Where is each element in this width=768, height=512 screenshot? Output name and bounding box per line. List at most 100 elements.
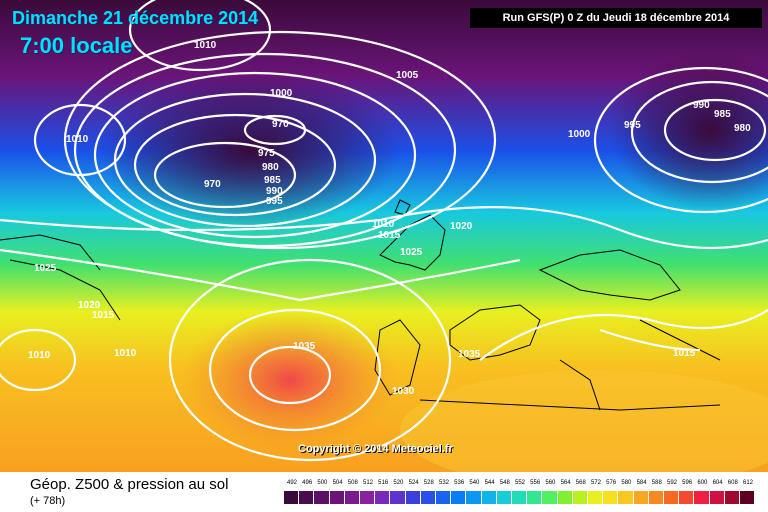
- scale-value: 596: [682, 480, 693, 486]
- scale-value: 612: [742, 480, 753, 486]
- product-title: Géop. Z500 & pression au sol: [30, 476, 229, 493]
- isobar-label: 1025: [34, 263, 57, 274]
- scale-value: 600: [697, 480, 708, 486]
- scale-value: 580: [621, 480, 632, 486]
- low-pressure-atlantic: [100, 70, 400, 230]
- scale-swatch: [466, 491, 482, 504]
- scale-value: 504: [332, 480, 343, 486]
- valid-date: Dimanche 21 décembre 2014: [12, 8, 259, 28]
- scale-swatch: [314, 491, 330, 504]
- isobar-labels: 1010 1005 1000 970 975 980 985 990 995 9…: [28, 40, 751, 397]
- scale-value: 564: [560, 480, 571, 486]
- pressure-map: 1010 1005 1000 970 975 980 985 990 995 9…: [0, 0, 768, 472]
- scale-swatch: [648, 491, 664, 504]
- isobar-label: 1005: [396, 70, 419, 81]
- scale-swatch: [512, 491, 528, 504]
- scale-swatch: [557, 491, 573, 504]
- scale-value: 608: [727, 480, 738, 486]
- isobar-label: 1000: [568, 129, 591, 140]
- scale-swatch: [603, 491, 619, 504]
- isobar-label: 1015: [378, 230, 401, 241]
- scale-value: 552: [514, 480, 525, 486]
- scale-swatch: [679, 491, 695, 504]
- scale-swatch: [664, 491, 680, 504]
- scale-swatch: [527, 491, 543, 504]
- scale-value: 528: [423, 480, 434, 486]
- scale-swatch: [496, 491, 512, 504]
- scale-value: 500: [317, 480, 328, 486]
- isobar-label: 970: [204, 179, 221, 190]
- isobar-label: 1020: [450, 221, 473, 232]
- warm-zone-south: [400, 370, 768, 472]
- scale-swatch: [451, 491, 467, 504]
- scale-swatch: [420, 491, 436, 504]
- isobar-label: 990: [266, 186, 283, 197]
- scale-value: 516: [378, 480, 389, 486]
- isobar-label: 1010: [66, 134, 89, 145]
- scale-value: 592: [666, 480, 677, 486]
- scale-value: 556: [530, 480, 541, 486]
- scale-value: 536: [454, 480, 465, 486]
- scale-value: 548: [499, 480, 510, 486]
- isobar-label: 1010: [28, 350, 51, 361]
- scale-swatch: [481, 491, 497, 504]
- high-pressure-azores: [180, 310, 400, 450]
- isobar-label: 1010: [194, 40, 217, 51]
- scale-value: 492: [286, 480, 297, 486]
- scale-value: 560: [545, 480, 556, 486]
- scale-swatch: [709, 491, 725, 504]
- color-scale-labels: 492 496 500 504 508 512 516 520 524 528 532 536 540 5…: [284, 480, 756, 490]
- isobar-label: 1030: [392, 386, 415, 397]
- scale-swatch: [360, 491, 376, 504]
- color-scale-bar: [284, 491, 756, 504]
- isobar-label: 1015: [673, 348, 696, 359]
- scale-value: 496: [302, 480, 313, 486]
- isobar-label: 995: [624, 120, 641, 131]
- scale-swatch: [405, 491, 421, 504]
- scale-swatch: [633, 491, 649, 504]
- low-pressure-scandinavia: [610, 50, 768, 210]
- scale-swatch: [542, 491, 558, 504]
- scale-swatch: [436, 491, 452, 504]
- scale-value: 604: [712, 480, 723, 486]
- valid-time: 7:00 locale: [20, 33, 133, 58]
- scale-swatch: [724, 491, 740, 504]
- scale-value: 524: [408, 480, 419, 486]
- isobar-label: 985: [264, 175, 281, 186]
- isobar-label: 995: [266, 196, 283, 207]
- scale-value: 508: [347, 480, 358, 486]
- forecast-hour: (+ 78h): [30, 495, 66, 507]
- scale-value: 572: [590, 480, 601, 486]
- isobar-label: 980: [262, 162, 279, 173]
- isobar-label: 985: [714, 109, 731, 120]
- isobar-label: 980: [734, 123, 751, 134]
- scale-value: 568: [575, 480, 586, 486]
- legend-footer: Géop. Z500 & pression au sol (+ 78h) 492…: [0, 472, 768, 512]
- isobar-label: 990: [693, 100, 710, 111]
- scale-swatch: [375, 491, 391, 504]
- scale-value: 540: [469, 480, 480, 486]
- isobar-label: 975: [258, 148, 275, 159]
- scale-swatch: [618, 491, 634, 504]
- scale-swatch: [572, 491, 588, 504]
- isobar-label: 1010: [372, 219, 395, 230]
- isobar-label: 1015: [92, 310, 115, 321]
- isobar-label: 1035: [293, 341, 316, 352]
- scale-swatch: [588, 491, 604, 504]
- scale-swatch: [329, 491, 345, 504]
- scale-swatch: [694, 491, 710, 504]
- scale-swatch: [344, 491, 360, 504]
- isobar-label: 1000: [270, 88, 293, 99]
- scale-value: 532: [438, 480, 449, 486]
- isobars: [0, 0, 768, 460]
- scale-swatch: [284, 491, 300, 504]
- scale-swatch: [299, 491, 315, 504]
- isobar-label: 970: [272, 119, 289, 130]
- scale-value: 512: [362, 480, 373, 486]
- scale-value: 520: [393, 480, 404, 486]
- isobar-label: 1010: [114, 348, 137, 359]
- isobar-label: 1020: [78, 300, 101, 311]
- copyright: Copyright © 2014 Meteociel.fr: [298, 443, 453, 455]
- scale-swatch: [740, 491, 756, 504]
